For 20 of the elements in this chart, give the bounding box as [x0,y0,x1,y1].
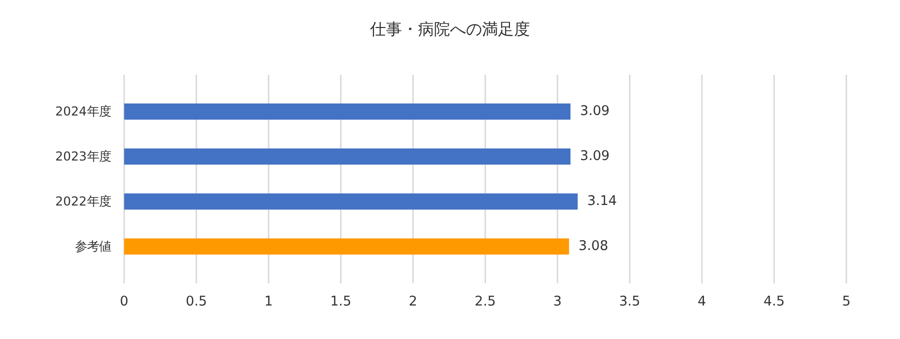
y-tick-label: 2024年度 [55,104,111,119]
x-tick-label: 1 [264,294,273,310]
x-tick-label: 5 [842,294,851,310]
data-label: 3.09 [580,149,610,164]
x-tick-label: 3.5 [619,294,640,310]
x-tick-label: 1.5 [330,294,352,310]
y-tick-label: 2023年度 [55,150,111,164]
x-tick-label: 3 [553,294,562,310]
data-label: 3.08 [578,238,608,254]
data-label: 3.14 [587,194,617,210]
x-tick-label: 2.5 [474,294,496,310]
x-tick-label: 4 [698,294,706,310]
x-tick-label: 2 [408,294,418,310]
y-tick-label: 2022年度 [55,194,111,209]
x-tick-label: 4.5 [764,294,785,310]
x-tick-label: 0.5 [186,294,207,310]
y-tick-label: 参考値 [74,239,111,254]
x-tick-label: 0 [120,294,128,310]
chart-title: 仕事・病院への満足度 [369,20,530,39]
data-label: 3.09 [580,104,610,120]
